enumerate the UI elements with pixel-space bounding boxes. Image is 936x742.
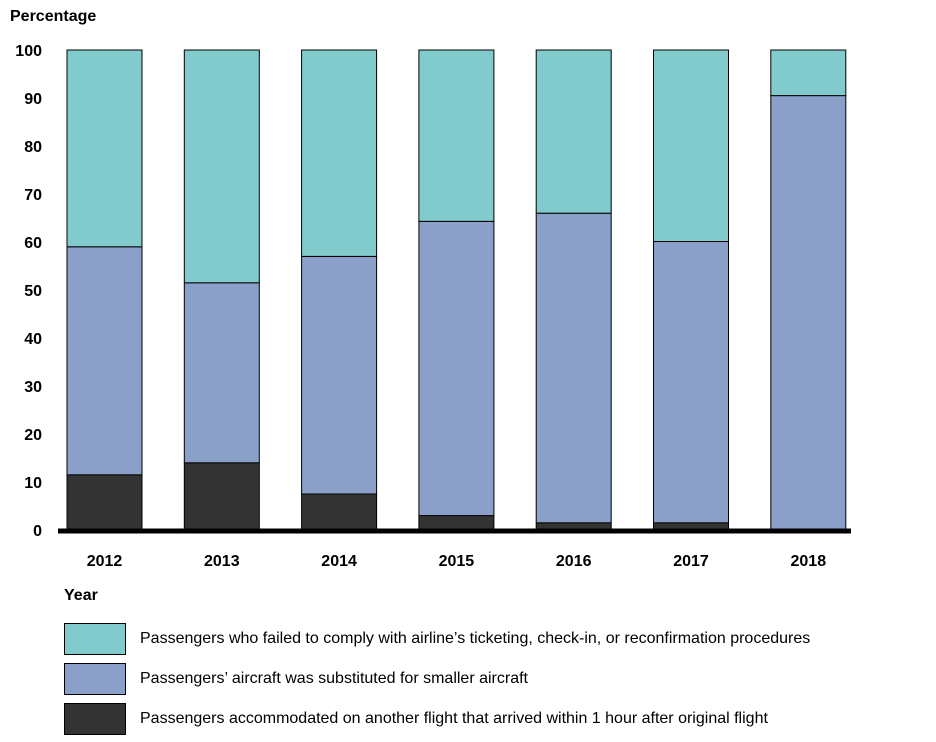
legend-label-smaller-aircraft: Passengers’ aircraft was substituted for… <box>140 670 528 687</box>
bar-segment-2018-series-2 <box>770 49 847 97</box>
bar-segment-2014-series-0 <box>301 493 378 531</box>
legend-label-accommodated: Passengers accommodated on another fligh… <box>140 710 768 727</box>
legend: Passengers who failed to comply with air… <box>64 622 810 742</box>
y-tick-label: 50 <box>24 283 42 300</box>
legend-item-smaller-aircraft: Passengers’ aircraft was substituted for… <box>64 662 810 696</box>
legend-label-failed-to-comply: Passengers who failed to comply with air… <box>140 630 811 647</box>
y-tick-label: 100 <box>15 43 42 60</box>
legend-swatch-smaller-aircraft <box>64 663 126 695</box>
y-tick-label: 60 <box>24 235 42 252</box>
x-tick-labels: 2012 2013 2014 2015 2016 2017 2018 <box>87 553 826 570</box>
x-tick-label-2018: 2018 <box>791 553 827 570</box>
bar-segment-2015-series-1 <box>418 220 495 517</box>
legend-item-failed-to-comply: Passengers who failed to comply with air… <box>64 622 810 656</box>
bar-segment-2013-series-1 <box>183 282 260 464</box>
y-axis-title: Percentage <box>10 8 96 25</box>
bar-segment-2014-series-2 <box>301 49 378 257</box>
legend-swatch-failed-to-comply <box>64 623 126 655</box>
y-tick-label: 30 <box>24 379 42 396</box>
bar-segment-2017-series-2 <box>653 49 729 243</box>
bar-segment-2012-series-0 <box>66 474 143 531</box>
bar-segment-2018-series-1 <box>770 95 847 530</box>
bar-segment-2017-series-1 <box>653 241 729 524</box>
y-tick-label: 0 <box>33 523 42 540</box>
x-tick-label-2012: 2012 <box>87 553 123 570</box>
bar-segment-2016-series-1 <box>535 212 612 524</box>
y-tick-label: 80 <box>24 139 42 156</box>
y-tick-label: 90 <box>24 91 42 108</box>
x-axis-title: Year <box>64 587 98 604</box>
bar-segment-2014-series-1 <box>301 255 378 495</box>
y-tick-label: 10 <box>24 475 42 492</box>
bar-segment-2016-series-2 <box>535 49 612 214</box>
bar-segment-2013-series-0 <box>183 462 260 531</box>
bar-segment-2013-series-2 <box>183 49 260 284</box>
bar-segment-2015-series-2 <box>418 49 495 222</box>
x-tick-label-2017: 2017 <box>673 553 709 570</box>
bars <box>66 49 847 531</box>
legend-swatch-accommodated <box>64 703 126 735</box>
y-tick-label: 20 <box>24 427 42 444</box>
bar-segment-2012-series-2 <box>66 49 143 248</box>
bar-segment-2012-series-1 <box>66 246 143 476</box>
x-tick-label-2014: 2014 <box>321 553 357 570</box>
bar-segment-2015-series-0 <box>418 515 495 531</box>
y-tick-label: 40 <box>24 331 42 348</box>
x-tick-label-2016: 2016 <box>556 553 592 570</box>
x-tick-label-2013: 2013 <box>204 553 240 570</box>
y-tick-label: 70 <box>24 187 42 204</box>
x-tick-label-2015: 2015 <box>439 553 475 570</box>
legend-item-accommodated: Passengers accommodated on another fligh… <box>64 702 810 736</box>
y-tick-labels: 0 10 20 30 40 50 60 70 80 90 100 <box>15 43 42 540</box>
